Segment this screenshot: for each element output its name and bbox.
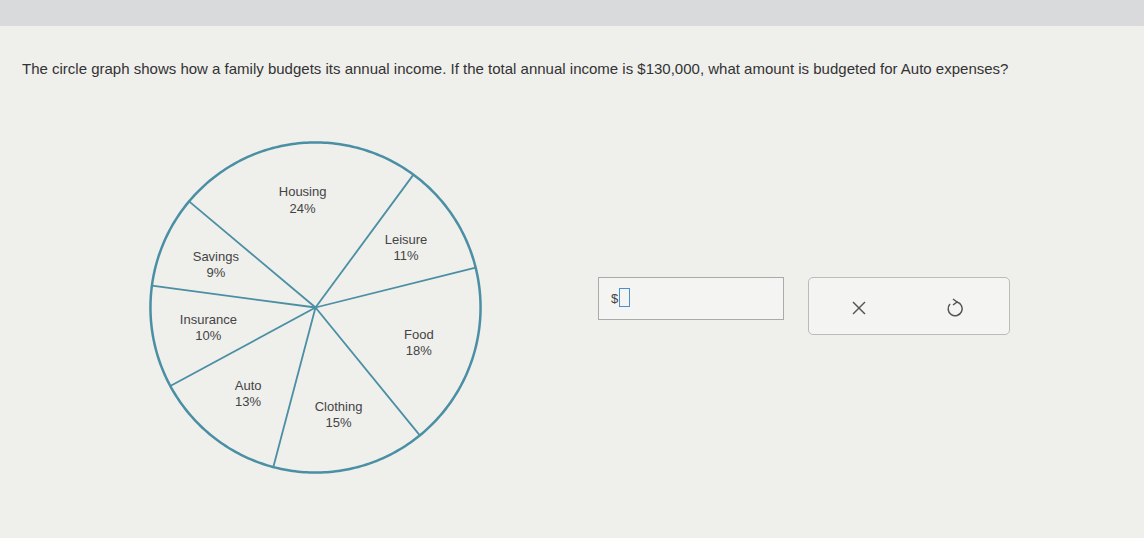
svg-text:Insurance10%: Insurance10% <box>180 312 237 343</box>
svg-text:Auto13%: Auto13% <box>235 378 262 409</box>
svg-text:Savings9%: Savings9% <box>193 249 240 280</box>
svg-text:Leisure11%: Leisure11% <box>385 232 428 263</box>
svg-text:Clothing15%: Clothing15% <box>315 399 363 430</box>
svg-text:Food18%: Food18% <box>404 327 434 358</box>
html-text:The circle graph shows how a f: The circle graph shows how a family budg… <box>22 60 1009 77</box>
svg-text:Housing24%: Housing24% <box>279 184 327 215</box>
